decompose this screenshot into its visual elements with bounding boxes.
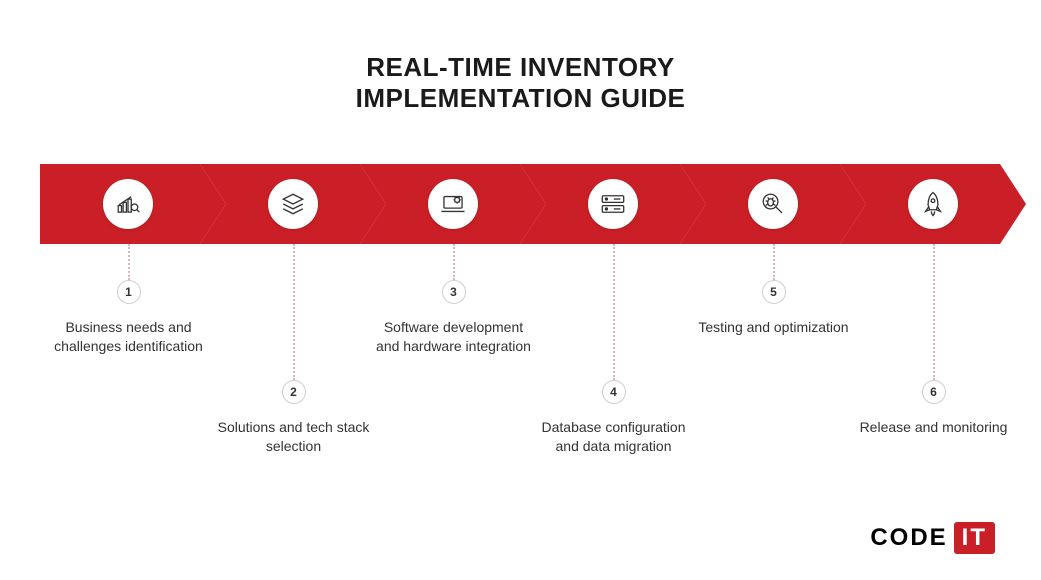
bug-magnify-icon <box>748 179 798 229</box>
step-number-badge: 2 <box>282 380 306 404</box>
step-label: Testing and optimization <box>694 318 854 337</box>
step-label: Release and monitoring <box>854 418 1014 437</box>
connector-line <box>453 244 455 280</box>
connector-line <box>773 244 775 280</box>
logo-suffix: IT <box>954 522 995 554</box>
brand-logo: CODE IT <box>870 522 995 554</box>
laptop-gear-icon <box>428 179 478 229</box>
connector-line <box>128 244 130 280</box>
title-line-2: IMPLEMENTATION GUIDE <box>0 83 1041 114</box>
process-chevron-row: 1Business needs and challenges identific… <box>40 164 1001 244</box>
chart-magnify-icon <box>103 179 153 229</box>
step-number-badge: 3 <box>442 280 466 304</box>
step-number-badge: 6 <box>922 380 946 404</box>
layers-icon <box>268 179 318 229</box>
connector-line <box>613 244 615 380</box>
step-label: Database configuration and data migratio… <box>534 418 694 456</box>
step-label: Business needs and challenges identifica… <box>49 318 209 356</box>
step-number-badge: 4 <box>602 380 626 404</box>
title-block: REAL-TIME INVENTORY IMPLEMENTATION GUIDE <box>0 0 1041 144</box>
step-label: Software development and hardware integr… <box>374 318 534 356</box>
title-line-1: REAL-TIME INVENTORY <box>0 52 1041 83</box>
step-label: Solutions and tech stack selection <box>214 418 374 456</box>
rocket-icon <box>908 179 958 229</box>
connector-line <box>293 244 295 380</box>
step-number-badge: 5 <box>762 280 786 304</box>
step-number-badge: 1 <box>117 280 141 304</box>
logo-word: CODE <box>870 524 947 552</box>
server-icon <box>588 179 638 229</box>
connector-line <box>933 244 935 380</box>
